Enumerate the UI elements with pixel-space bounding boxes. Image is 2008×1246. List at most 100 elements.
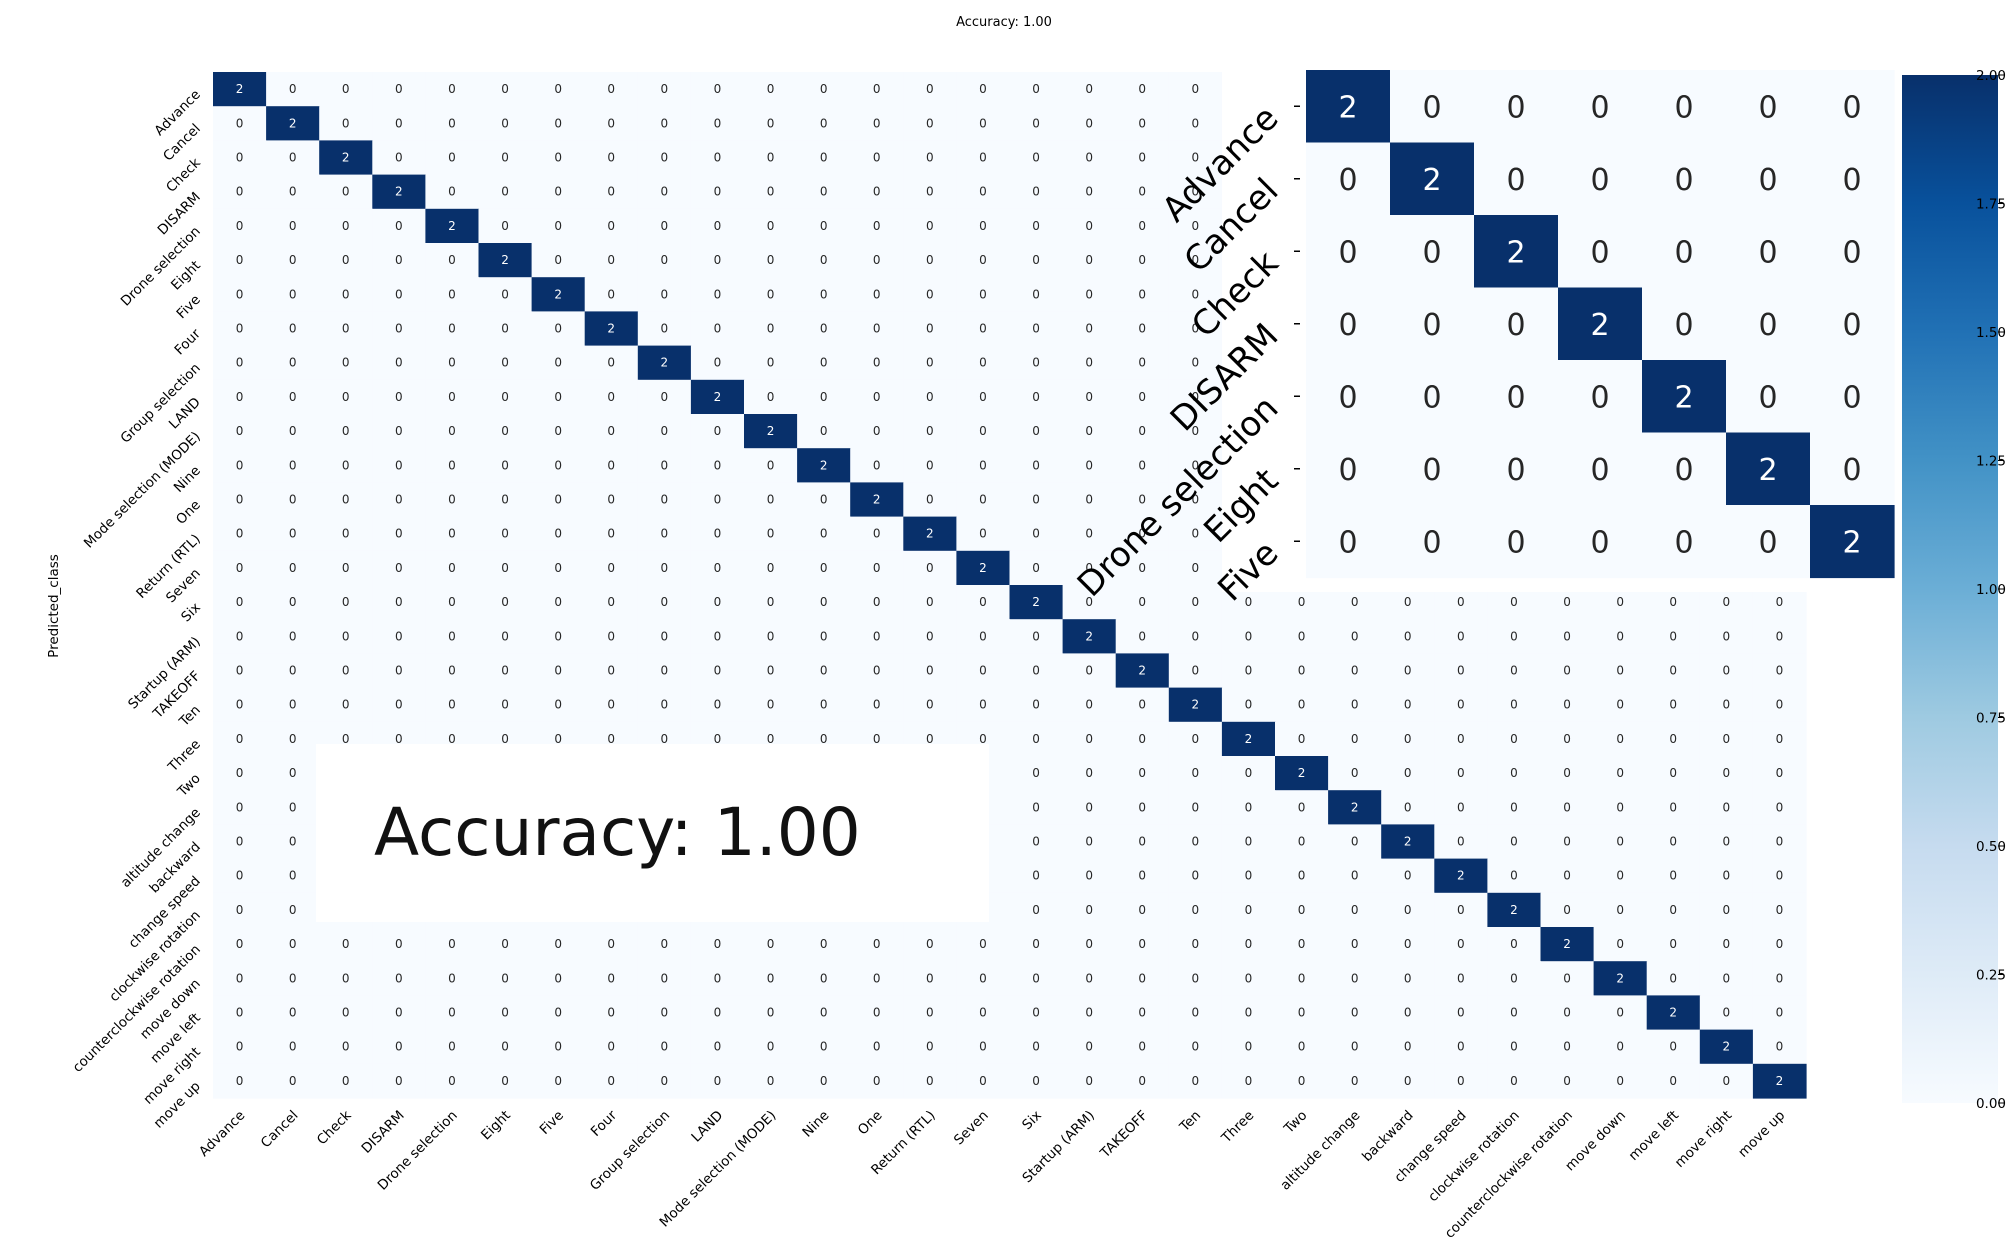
- heatmap-cell: [1009, 482, 1064, 518]
- heatmap-cell: [1699, 824, 1754, 860]
- inset-cell: [1642, 70, 1727, 144]
- column-tick-label: Cancel: [258, 1108, 302, 1152]
- heatmap-cell: [744, 174, 798, 210]
- cell-value-label: 0: [448, 937, 456, 951]
- cell-value-label: 0: [767, 493, 775, 507]
- cell-value-label: 0: [554, 493, 562, 507]
- heatmap-cell: [319, 619, 373, 654]
- heatmap-cell: [1115, 174, 1170, 210]
- heatmap-cell: [637, 585, 692, 620]
- cell-value-label: 0: [342, 458, 350, 472]
- heatmap-cell: [213, 72, 267, 107]
- cell-value-label: 0: [1245, 1074, 1253, 1088]
- inset-cell: [1642, 360, 1727, 434]
- inset-cell-value: 0: [1422, 308, 1441, 343]
- colorbar-tick-label: 0.75: [1976, 711, 2006, 727]
- heatmap-cell: [956, 927, 1011, 962]
- cell-value-label: 0: [767, 82, 775, 96]
- cell-value-label: 0: [448, 629, 456, 643]
- cell-value-label: 0: [1032, 116, 1040, 130]
- cell-value-label: 0: [1776, 937, 1784, 951]
- cell-value-label: 0: [1563, 869, 1571, 883]
- cell-value-label: 0: [1669, 903, 1677, 917]
- cell-value-label: 2: [395, 185, 403, 199]
- cell-value-label: 0: [289, 629, 297, 643]
- cell-value-label: 0: [1192, 253, 1200, 267]
- heatmap-cell: [1487, 892, 1542, 928]
- cell-value-label: 2: [661, 356, 669, 370]
- cell-value-label: 0: [714, 937, 722, 951]
- cell-value-label: 0: [342, 493, 350, 507]
- heatmap-cell: [531, 448, 586, 483]
- heatmap-cell: [478, 1029, 533, 1065]
- heatmap-cell: [1540, 687, 1595, 723]
- cell-value-label: 0: [289, 835, 297, 849]
- cell-value-label: 0: [820, 971, 828, 985]
- cell-value-label: 0: [1723, 800, 1731, 814]
- cell-value-label: 0: [342, 698, 350, 712]
- heatmap-cell: [956, 243, 1011, 278]
- inset-cell-value: 0: [1758, 308, 1777, 343]
- cell-value-label: 0: [714, 1040, 722, 1054]
- cell-value-label: 0: [1032, 1074, 1040, 1088]
- inset-cell: [1558, 142, 1643, 216]
- heatmap-cell: [1009, 106, 1064, 141]
- heatmap-cell: [1062, 892, 1117, 928]
- heatmap-cell: [637, 72, 692, 107]
- inset-cell-value: 0: [1422, 380, 1441, 415]
- heatmap-cell: [266, 927, 320, 962]
- cell-value-label: 0: [926, 356, 934, 370]
- heatmap-cell: [266, 72, 320, 107]
- cell-value-label: 0: [661, 664, 669, 678]
- cell-value-label: 0: [714, 732, 722, 746]
- heatmap-cell: [850, 1063, 904, 1099]
- cell-value-label: 0: [1032, 561, 1040, 575]
- colorbar-ticks: 0.00 0.25 0.50 0.75 1.00 1.25 1.50 1.75 2.00: [1976, 68, 2006, 1112]
- cell-value-label: 0: [289, 766, 297, 780]
- cell-value-label: 0: [236, 424, 244, 438]
- cell-value-label: 0: [1032, 253, 1040, 267]
- heatmap-cell: [956, 1063, 1011, 1099]
- heatmap-cell: [1434, 721, 1488, 757]
- heatmap-cell: [1699, 721, 1754, 757]
- cell-value-label: 2: [236, 82, 244, 96]
- colorbar-tick-label: 0.50: [1976, 839, 2006, 855]
- cell-value-label: 0: [554, 82, 562, 96]
- inset-cell-value: 0: [1506, 163, 1525, 198]
- column-tick-label: Two: [1280, 1108, 1310, 1138]
- heatmap-cell: [850, 140, 904, 176]
- heatmap-cell: [637, 482, 692, 518]
- cell-value-label: 0: [1192, 390, 1200, 404]
- heatmap-cell: [690, 414, 745, 449]
- cell-value-label: 0: [926, 82, 934, 96]
- cell-value-label: 0: [1510, 800, 1518, 814]
- heatmap-cell: [1062, 208, 1117, 244]
- heatmap-cell: [850, 208, 904, 244]
- cell-value-label: 0: [395, 458, 403, 472]
- heatmap-cell: [213, 379, 267, 415]
- column-tick-label: move right: [1672, 1108, 1735, 1171]
- heatmap-cell: [1009, 1029, 1064, 1065]
- heatmap-cell: [1168, 721, 1223, 757]
- heatmap-cell: [797, 243, 851, 278]
- heatmap-cell: [266, 653, 320, 689]
- heatmap-cell: [1487, 619, 1542, 654]
- cell-value-label: 0: [873, 629, 881, 643]
- cell-value-label: 0: [1192, 1040, 1200, 1054]
- inset-cell: [1474, 432, 1559, 506]
- heatmap-cell: [1487, 1063, 1542, 1099]
- cell-value-label: 0: [1032, 937, 1040, 951]
- cell-value-label: 0: [926, 458, 934, 472]
- heatmap-cell: [531, 414, 586, 449]
- inset-cell-value: 2: [1422, 163, 1441, 198]
- heatmap-cell: [1381, 653, 1435, 689]
- heatmap-cell: [425, 345, 480, 381]
- cell-value-label: 0: [501, 1040, 509, 1054]
- inset-cell-value: 2: [1758, 453, 1777, 488]
- cell-value-label: 0: [1457, 800, 1465, 814]
- heatmap-cell: [850, 516, 904, 552]
- inset-cell: [1642, 287, 1727, 361]
- heatmap-cell: [1221, 756, 1276, 791]
- cell-value-label: 0: [1138, 595, 1146, 609]
- heatmap-cell: [1434, 824, 1488, 860]
